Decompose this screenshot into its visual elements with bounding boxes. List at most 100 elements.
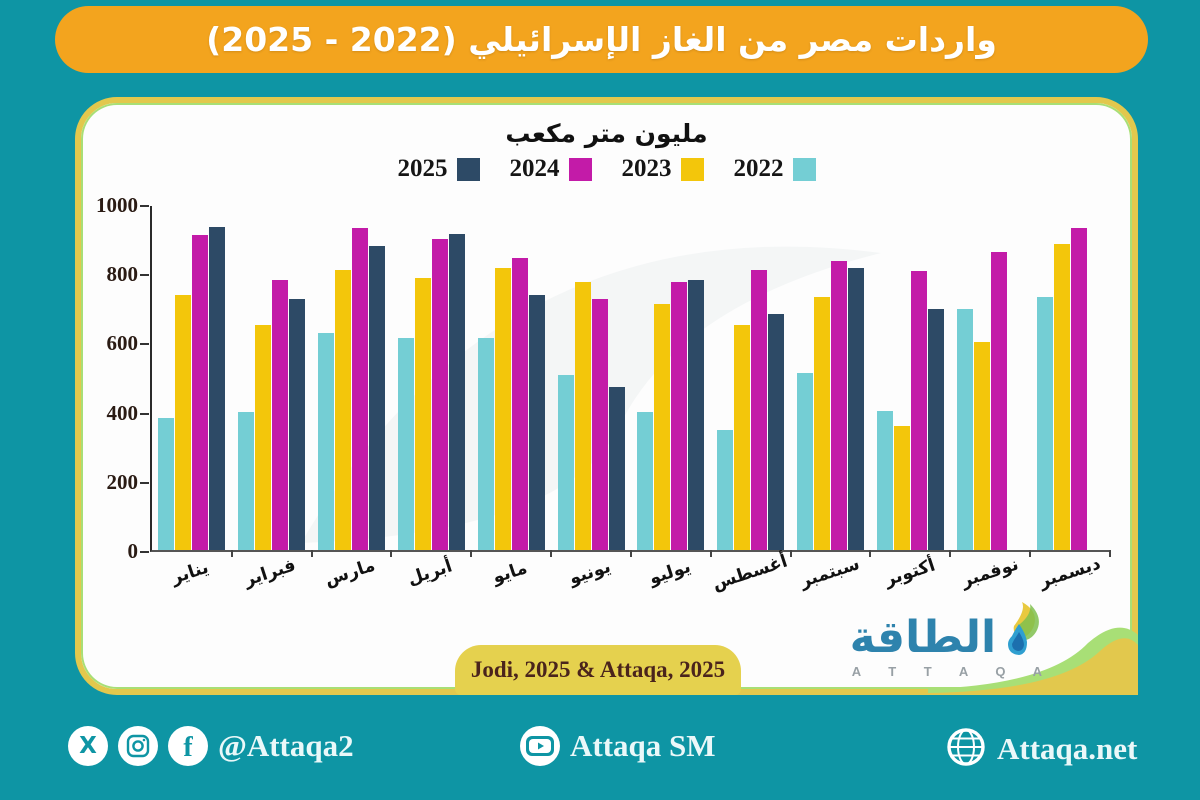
x-axis-tick xyxy=(1029,550,1032,557)
x-axis-label-7: يوليو xyxy=(646,556,694,590)
bar-2023-month-4 xyxy=(414,278,431,550)
bar-2022-month-7 xyxy=(637,412,654,550)
bar-2023-month-8 xyxy=(734,324,751,550)
x-axis-tick xyxy=(709,550,712,557)
bar-group-10 xyxy=(870,206,952,557)
x-axis-label-2: فبراير xyxy=(241,555,299,591)
bar-2024-month-9 xyxy=(831,261,848,550)
bar-2025-month-5 xyxy=(528,295,545,550)
bar-2023-month-1 xyxy=(175,295,192,550)
bar-group-4 xyxy=(391,206,473,557)
x-axis-label-3: مارس xyxy=(322,555,378,591)
bar-2022-month-4 xyxy=(397,338,414,550)
legend-swatch-2024 xyxy=(568,157,592,181)
bar-2024-month-5 xyxy=(511,257,528,550)
facebook-icon[interactable]: f xyxy=(168,726,208,766)
x-axis-labels: يناير فبراير مارس أبريل مايو يونيو يوليو أغسطس س… xyxy=(150,552,1110,595)
bar-2022-month-1 xyxy=(158,417,175,550)
bar-2024-month-3 xyxy=(352,228,369,550)
bar-2025-month-3 xyxy=(369,245,386,550)
instagram-icon[interactable] xyxy=(118,726,158,766)
bar-2023-month-12 xyxy=(1053,243,1070,550)
legend-swatch-2025 xyxy=(456,157,480,181)
bar-2025-month-2 xyxy=(289,298,306,550)
x-axis-label-10: أكتوبر xyxy=(882,555,938,591)
legend-item-2022: 2022 xyxy=(734,155,816,183)
logo-latin-text: A T T A Q A xyxy=(851,664,1054,679)
bar-2024-month-10 xyxy=(910,271,927,550)
bar-group-2 xyxy=(232,206,313,557)
bar-group-3 xyxy=(312,206,393,557)
bar-2024-month-4 xyxy=(431,238,448,550)
source-badge: Jodi, 2025 & Attaqa, 2025 xyxy=(455,645,741,695)
bar-2023-month-6 xyxy=(574,281,591,550)
bar-2025-month-10 xyxy=(927,309,944,550)
x-axis-label-9: سبتمبر xyxy=(797,554,863,592)
y-axis-tick xyxy=(140,343,149,346)
legend-swatch-2023 xyxy=(680,157,704,181)
y-axis-label-200: 200 xyxy=(106,469,139,494)
y-axis-tick xyxy=(140,481,149,484)
x-axis-label-1: يناير xyxy=(168,557,212,589)
bar-2025-month-6 xyxy=(608,386,625,550)
x-axis-label-5: مايو xyxy=(490,558,530,588)
y-axis-tick xyxy=(140,205,149,207)
bar-group-1 xyxy=(152,206,233,557)
bar-group-5 xyxy=(471,206,553,557)
bar-2023-month-3 xyxy=(335,269,352,550)
legend-item-2024: 2024 xyxy=(510,155,592,183)
bar-2022-month-9 xyxy=(797,372,814,550)
footer-website-cluster: Attaqa.net xyxy=(945,726,1137,772)
bar-2022-month-12 xyxy=(1036,297,1053,550)
bar-2022-month-10 xyxy=(876,410,893,550)
bar-group-8 xyxy=(711,206,792,557)
x-axis-tick xyxy=(629,550,632,557)
bar-2023-month-2 xyxy=(255,324,272,550)
bar-group-12 xyxy=(1030,206,1111,557)
youtube-handle[interactable]: Attaqa SM xyxy=(570,728,716,763)
y-axis-label-400: 400 xyxy=(106,400,139,425)
chart-card: مليون متر مكعب 2025 2024 2023 2022 0 200 400 6… xyxy=(75,97,1138,695)
x-twitter-icon[interactable]: X xyxy=(68,726,108,766)
website-link[interactable]: Attaqa.net xyxy=(997,731,1138,766)
bar-2024-month-6 xyxy=(591,298,608,550)
bar-2022-month-11 xyxy=(956,309,973,550)
bar-2022-month-6 xyxy=(557,374,574,550)
x-axis-tick xyxy=(789,550,792,557)
x-axis-label-12: ديسمبر xyxy=(1036,553,1104,593)
bar-2025-month-4 xyxy=(448,233,465,550)
x-axis-tick xyxy=(869,550,872,557)
plot-area xyxy=(150,206,1111,557)
bar-2025-month-9 xyxy=(848,267,865,550)
x-axis-tick xyxy=(550,550,553,557)
footer-social-cluster: X f @Attaqa2 xyxy=(68,726,354,766)
bar-2023-month-5 xyxy=(494,267,511,550)
bar-2024-month-1 xyxy=(192,235,209,550)
bar-2024-month-12 xyxy=(1070,228,1087,550)
title-banner: واردات مصر من الغاز الإسرائيلي (2022 - 2… xyxy=(55,6,1148,73)
legend-label: 2023 xyxy=(621,155,672,182)
bar-2024-month-7 xyxy=(671,281,688,550)
x-axis-label-8: أغسطس xyxy=(710,551,790,595)
x-axis-tick xyxy=(1108,550,1111,557)
youtube-icon[interactable] xyxy=(520,726,560,766)
globe-icon[interactable] xyxy=(945,726,987,772)
bar-2022-month-8 xyxy=(717,429,734,550)
bar-group-9 xyxy=(791,206,872,557)
y-axis-label-0: 0 xyxy=(127,539,139,563)
legend-item-2023: 2023 xyxy=(622,155,704,183)
y-axis-tick xyxy=(140,274,149,277)
x-axis-label-11: نوفمبر xyxy=(958,554,1022,592)
flame-drop-icon xyxy=(1008,602,1040,655)
legend-item-2025: 2025 xyxy=(398,155,480,183)
bar-2023-month-7 xyxy=(654,304,671,550)
x-axis-tick xyxy=(949,550,952,557)
bar-2022-month-2 xyxy=(238,412,255,550)
social-handle[interactable]: @Attaqa2 xyxy=(218,728,354,763)
bar-group-7 xyxy=(631,206,712,557)
unit-label: مليون متر مكعب xyxy=(505,119,708,148)
bar-2024-month-11 xyxy=(990,252,1007,550)
page-title: واردات مصر من الغاز الإسرائيلي (2022 - 2… xyxy=(206,20,997,59)
bar-group-11 xyxy=(950,206,1032,557)
attaqa-logo: الطاقة A T T A Q A xyxy=(840,602,1054,679)
